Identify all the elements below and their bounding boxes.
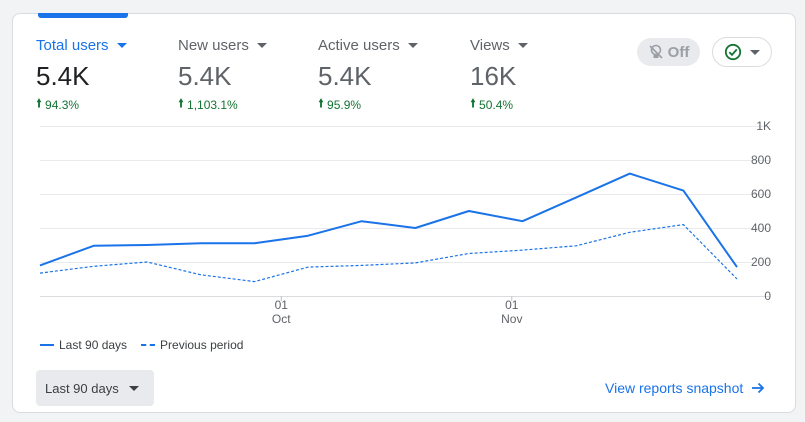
arrow-up-icon: 🠙 — [36, 96, 43, 110]
metric-new-users[interactable]: New users 5.4K 🠙 1,103.1% — [178, 37, 267, 115]
metric-label[interactable]: Active users — [318, 37, 418, 54]
chevron-down-icon — [116, 43, 127, 48]
metric-change: 🠙 1,103.1% — [178, 94, 267, 115]
date-range-dropdown[interactable]: Last 90 days — [36, 370, 154, 406]
solid-line-icon — [40, 344, 54, 346]
metric-active-users[interactable]: Active users 5.4K 🠙 95.9% — [318, 37, 418, 115]
insights-toggle[interactable]: Off — [637, 38, 700, 66]
toggle-label: Off — [667, 43, 690, 61]
metric-label[interactable]: Total users — [36, 37, 127, 54]
view-reports-snapshot-link[interactable]: View reports snapshot — [605, 380, 765, 396]
data-status-dropdown[interactable] — [712, 37, 772, 67]
chevron-down-icon — [517, 43, 528, 48]
metric-change: 🠙 94.3% — [36, 94, 127, 115]
legend-item-current: Last 90 days — [40, 338, 127, 352]
metric-value: 16K — [470, 61, 517, 91]
active-metric-indicator — [38, 13, 128, 18]
lightbulb-off-icon — [649, 44, 663, 59]
legend-item-previous: Previous period — [141, 338, 243, 352]
chart-legend: Last 90 days Previous period — [40, 338, 257, 352]
metric-change: 🠙 50.4% — [470, 94, 528, 115]
metric-value: 5.4K — [318, 61, 372, 91]
metric-change: 🠙 95.9% — [318, 94, 418, 115]
arrow-up-icon: 🠙 — [470, 96, 477, 110]
metric-total-users[interactable]: Total users 5.4K 🠙 94.3% — [36, 37, 127, 115]
check-circle-icon — [724, 43, 742, 61]
chevron-down-icon — [256, 43, 267, 48]
arrow-up-icon: 🠙 — [178, 96, 185, 110]
chevron-down-icon — [750, 49, 760, 55]
metric-value: 5.4K — [178, 61, 232, 91]
metric-views[interactable]: Views 16K 🠙 50.4% — [470, 37, 528, 115]
arrow-right-icon — [752, 382, 765, 394]
metric-label[interactable]: New users — [178, 37, 267, 54]
dashed-line-icon — [141, 344, 156, 346]
chevron-down-icon — [407, 43, 418, 48]
arrow-up-icon: 🠙 — [318, 96, 325, 110]
metric-value: 5.4K — [36, 61, 90, 91]
chevron-down-icon — [128, 385, 139, 391]
metric-label[interactable]: Views — [470, 37, 528, 54]
